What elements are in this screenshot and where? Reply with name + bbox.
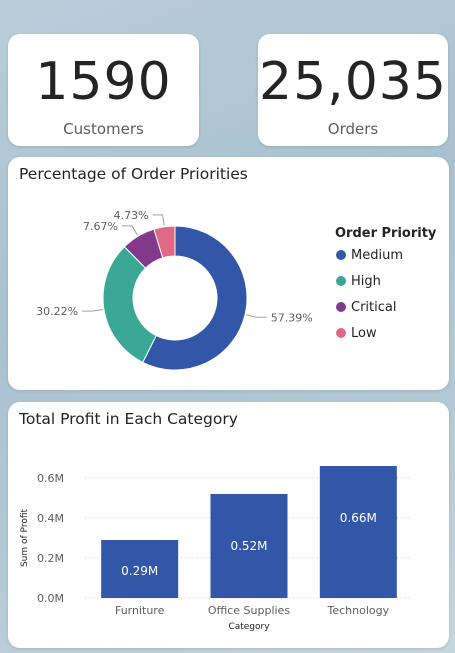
kpi-orders-label: Orders bbox=[327, 120, 379, 138]
bar-technology[interactable] bbox=[319, 466, 397, 598]
x-tick-label-technology: Technology bbox=[327, 604, 390, 617]
x-tick-label-office-supplies: Office Supplies bbox=[208, 604, 290, 617]
bar-value-label-furniture: 0.29M bbox=[121, 564, 158, 578]
donut-slice-high[interactable] bbox=[102, 246, 157, 364]
donut-leader-critical bbox=[121, 225, 139, 236]
x-tick-label-furniture: Furniture bbox=[115, 604, 165, 617]
donut-chart: 57.39% 30.22% 7.67%4.73% Order Priority Medi… bbox=[36, 209, 437, 371]
donut-slice-medium[interactable] bbox=[142, 225, 248, 371]
legend-item-low[interactable]: Low bbox=[351, 326, 377, 341]
y-tick-label: 0.6M bbox=[37, 472, 64, 485]
bar-chart: 0.0M 0.2M 0.4M 0.6M 0.29M Furniture 0.52M Offic… bbox=[20, 466, 413, 632]
profit-by-category-card: Total Profit in Each Category 0.0M 0.2M 0.… bbox=[8, 402, 449, 648]
x-axis-title: Category bbox=[228, 622, 270, 632]
legend-item-high[interactable]: High bbox=[351, 274, 381, 289]
legend-item-medium[interactable]: Medium bbox=[351, 248, 403, 263]
legend-item-critical[interactable]: Critical bbox=[351, 300, 396, 315]
donut-leader-low bbox=[152, 214, 165, 226]
order-priority-donut-card: Percentage of Order Priorities 57.39% 30.… bbox=[8, 157, 449, 390]
kpi-orders-value: 25,035 bbox=[259, 52, 447, 112]
donut-leader-high bbox=[82, 308, 103, 312]
bar-furniture[interactable] bbox=[101, 540, 179, 598]
kpi-customers-value: 1590 bbox=[35, 52, 172, 112]
kpi-customers-label: Customers bbox=[63, 120, 144, 138]
legend-marker-low bbox=[336, 328, 346, 338]
y-tick-label: 0.2M bbox=[37, 552, 64, 565]
y-tick-label: 0.0M bbox=[37, 592, 64, 605]
legend-marker-medium bbox=[336, 250, 346, 260]
bar-value-label-office-supplies: 0.52M bbox=[230, 539, 267, 553]
donut-label-low: 4.73% bbox=[114, 209, 149, 222]
legend-marker-high bbox=[336, 276, 346, 286]
bar-value-label-technology: 0.66M bbox=[340, 511, 377, 525]
kpi-card-customers: 1590 Customers bbox=[8, 34, 199, 146]
donut-label-high: 30.22% bbox=[36, 305, 78, 318]
y-axis-title: Sum of Profit bbox=[20, 509, 30, 568]
kpi-card-orders: 25,035 Orders bbox=[258, 34, 448, 146]
donut-legend-title: Order Priority bbox=[335, 226, 437, 241]
legend-marker-critical bbox=[336, 302, 346, 312]
y-tick-label: 0.4M bbox=[37, 512, 64, 525]
bar-chart-title: Total Profit in Each Category bbox=[19, 410, 238, 428]
bar-office-supplies[interactable] bbox=[210, 494, 288, 598]
donut-label-critical: 7.67% bbox=[83, 220, 118, 233]
donut-slice-low[interactable] bbox=[153, 225, 176, 259]
donut-label-medium: 57.39% bbox=[271, 311, 313, 324]
donut-leader-medium bbox=[245, 314, 267, 318]
donut-chart-title: Percentage of Order Priorities bbox=[19, 165, 248, 183]
